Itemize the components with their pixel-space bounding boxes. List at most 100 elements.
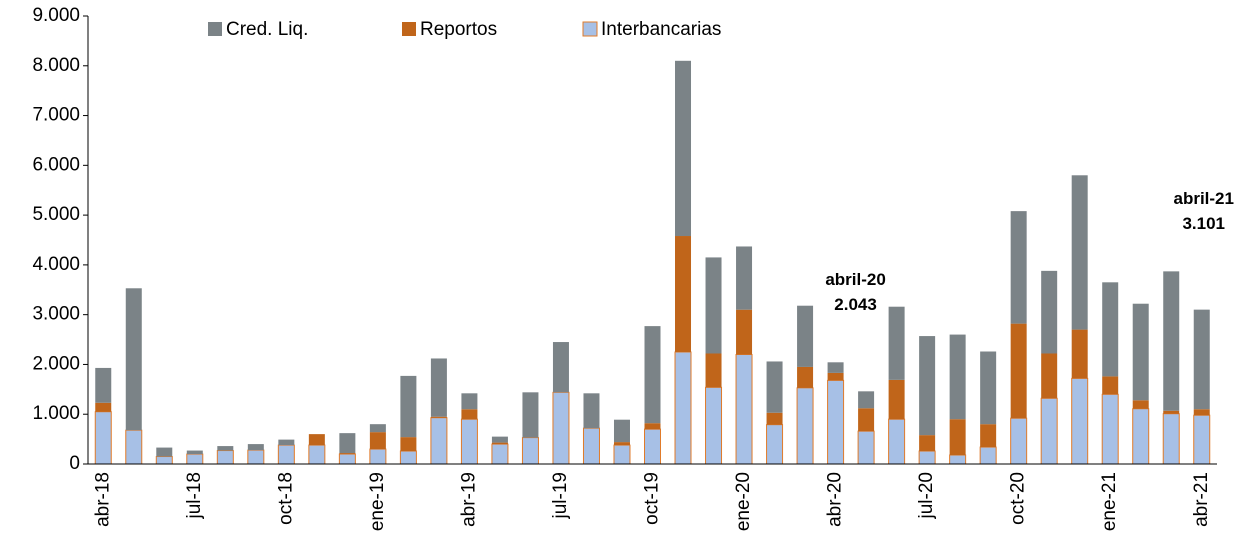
legend-swatch xyxy=(582,21,598,37)
bar-segment xyxy=(582,427,600,465)
x-tick-label: ene-21 xyxy=(1099,472,1120,531)
bar-segment xyxy=(339,433,356,454)
bar-segment xyxy=(797,305,814,367)
bar-segment xyxy=(1071,377,1089,465)
bar-segment xyxy=(491,442,508,445)
y-tick-label: 5.000 xyxy=(32,204,80,225)
bar-segment xyxy=(491,436,508,443)
y-tick-label: 7.000 xyxy=(32,105,80,126)
bar-segment xyxy=(95,402,112,412)
bar-segment xyxy=(644,423,661,430)
bar-segment xyxy=(400,437,417,452)
bar-segment xyxy=(1193,409,1210,416)
bar-segment xyxy=(1102,282,1119,377)
bar-segment xyxy=(857,430,875,465)
bar-segment xyxy=(675,236,692,352)
bar-segment xyxy=(247,449,265,465)
bar-segment xyxy=(919,435,936,452)
bar-segment xyxy=(461,409,478,420)
bar-segment xyxy=(125,288,142,431)
bar-segment xyxy=(766,361,783,413)
bar-segment xyxy=(736,246,753,310)
bar-segment xyxy=(705,386,723,465)
y-tick-label: 9.000 xyxy=(32,5,80,26)
annotation: 3.101 xyxy=(1182,214,1225,233)
bar-segment xyxy=(400,375,417,438)
x-tick-label: ene-19 xyxy=(367,472,388,531)
legend-label: Cred. Liq. xyxy=(226,19,308,40)
x-tick-label: abr-20 xyxy=(825,472,846,527)
bar-segment xyxy=(827,362,844,373)
bar-segment xyxy=(919,336,936,436)
bar-segment xyxy=(918,450,936,465)
bar-segment xyxy=(95,367,112,403)
x-tick-label: abr-21 xyxy=(1191,472,1212,527)
y-tick-label: 1.000 xyxy=(32,403,80,424)
bar-segment xyxy=(1071,329,1088,379)
bar-segment xyxy=(1162,413,1180,465)
bar-segment xyxy=(339,453,356,455)
bar-segment xyxy=(736,309,753,355)
bar-segment xyxy=(1010,417,1028,465)
bar-segment xyxy=(1041,353,1058,399)
bar-segment xyxy=(460,418,478,465)
bar-segment xyxy=(980,351,997,425)
annotation: abril-21 xyxy=(1174,189,1234,208)
bar-segment xyxy=(247,444,264,451)
bar-segment xyxy=(94,411,112,465)
bar-segment xyxy=(674,351,692,465)
bar-segment xyxy=(1010,211,1027,324)
bar-segment xyxy=(888,306,905,380)
annotation: abril-20 xyxy=(825,270,885,289)
bar-segment xyxy=(583,393,600,429)
legend-swatch xyxy=(402,22,416,36)
bar-segment xyxy=(308,444,326,465)
bar-segment xyxy=(369,424,386,433)
y-tick-label: 3.000 xyxy=(32,304,80,325)
bar-segment xyxy=(705,353,722,388)
bar-segment xyxy=(399,450,417,465)
bar-segment xyxy=(186,450,203,455)
bar-segment xyxy=(1010,323,1027,419)
bar-segment xyxy=(858,391,875,409)
bar-segment xyxy=(888,379,905,420)
bar-segment xyxy=(644,428,661,465)
bar-segment xyxy=(1132,408,1150,465)
x-tick-label: jul-20 xyxy=(916,472,937,519)
x-tick-label: abr-19 xyxy=(458,472,479,527)
bar-segment xyxy=(827,379,845,465)
bar-segment xyxy=(766,424,784,465)
bar-segment xyxy=(613,442,630,446)
bar-segment xyxy=(1193,309,1210,410)
bar-segment xyxy=(156,447,173,457)
bar-segment xyxy=(1102,376,1119,395)
bar-segment xyxy=(1041,270,1058,354)
bar-segment xyxy=(1132,303,1149,401)
bar-segment xyxy=(980,424,997,448)
bar-segment xyxy=(858,408,875,432)
bar-segment xyxy=(338,453,356,465)
bar-segment xyxy=(522,392,539,438)
x-tick-label: oct-18 xyxy=(275,472,296,525)
y-tick-label: 6.000 xyxy=(32,154,80,175)
bar-segment xyxy=(369,432,386,450)
legend-swatch xyxy=(208,22,222,36)
bar-segment xyxy=(1132,400,1149,409)
bar-segment xyxy=(613,444,631,465)
y-tick-label: 8.000 xyxy=(32,55,80,76)
x-tick-label: jul-19 xyxy=(550,472,571,519)
bar-segment xyxy=(796,387,814,465)
bar-segment xyxy=(430,417,448,465)
bar-segment xyxy=(675,60,692,237)
bar-segment xyxy=(461,393,478,410)
bar-segment xyxy=(644,326,661,424)
bar-segment xyxy=(308,434,325,446)
bar-segment xyxy=(1163,271,1180,411)
bar-segment xyxy=(979,446,997,465)
annotation: 2.043 xyxy=(834,295,877,314)
bar-segment xyxy=(827,372,844,381)
bar-segment xyxy=(521,437,539,465)
bar-segment xyxy=(705,257,722,354)
bar-segment xyxy=(1193,414,1211,465)
